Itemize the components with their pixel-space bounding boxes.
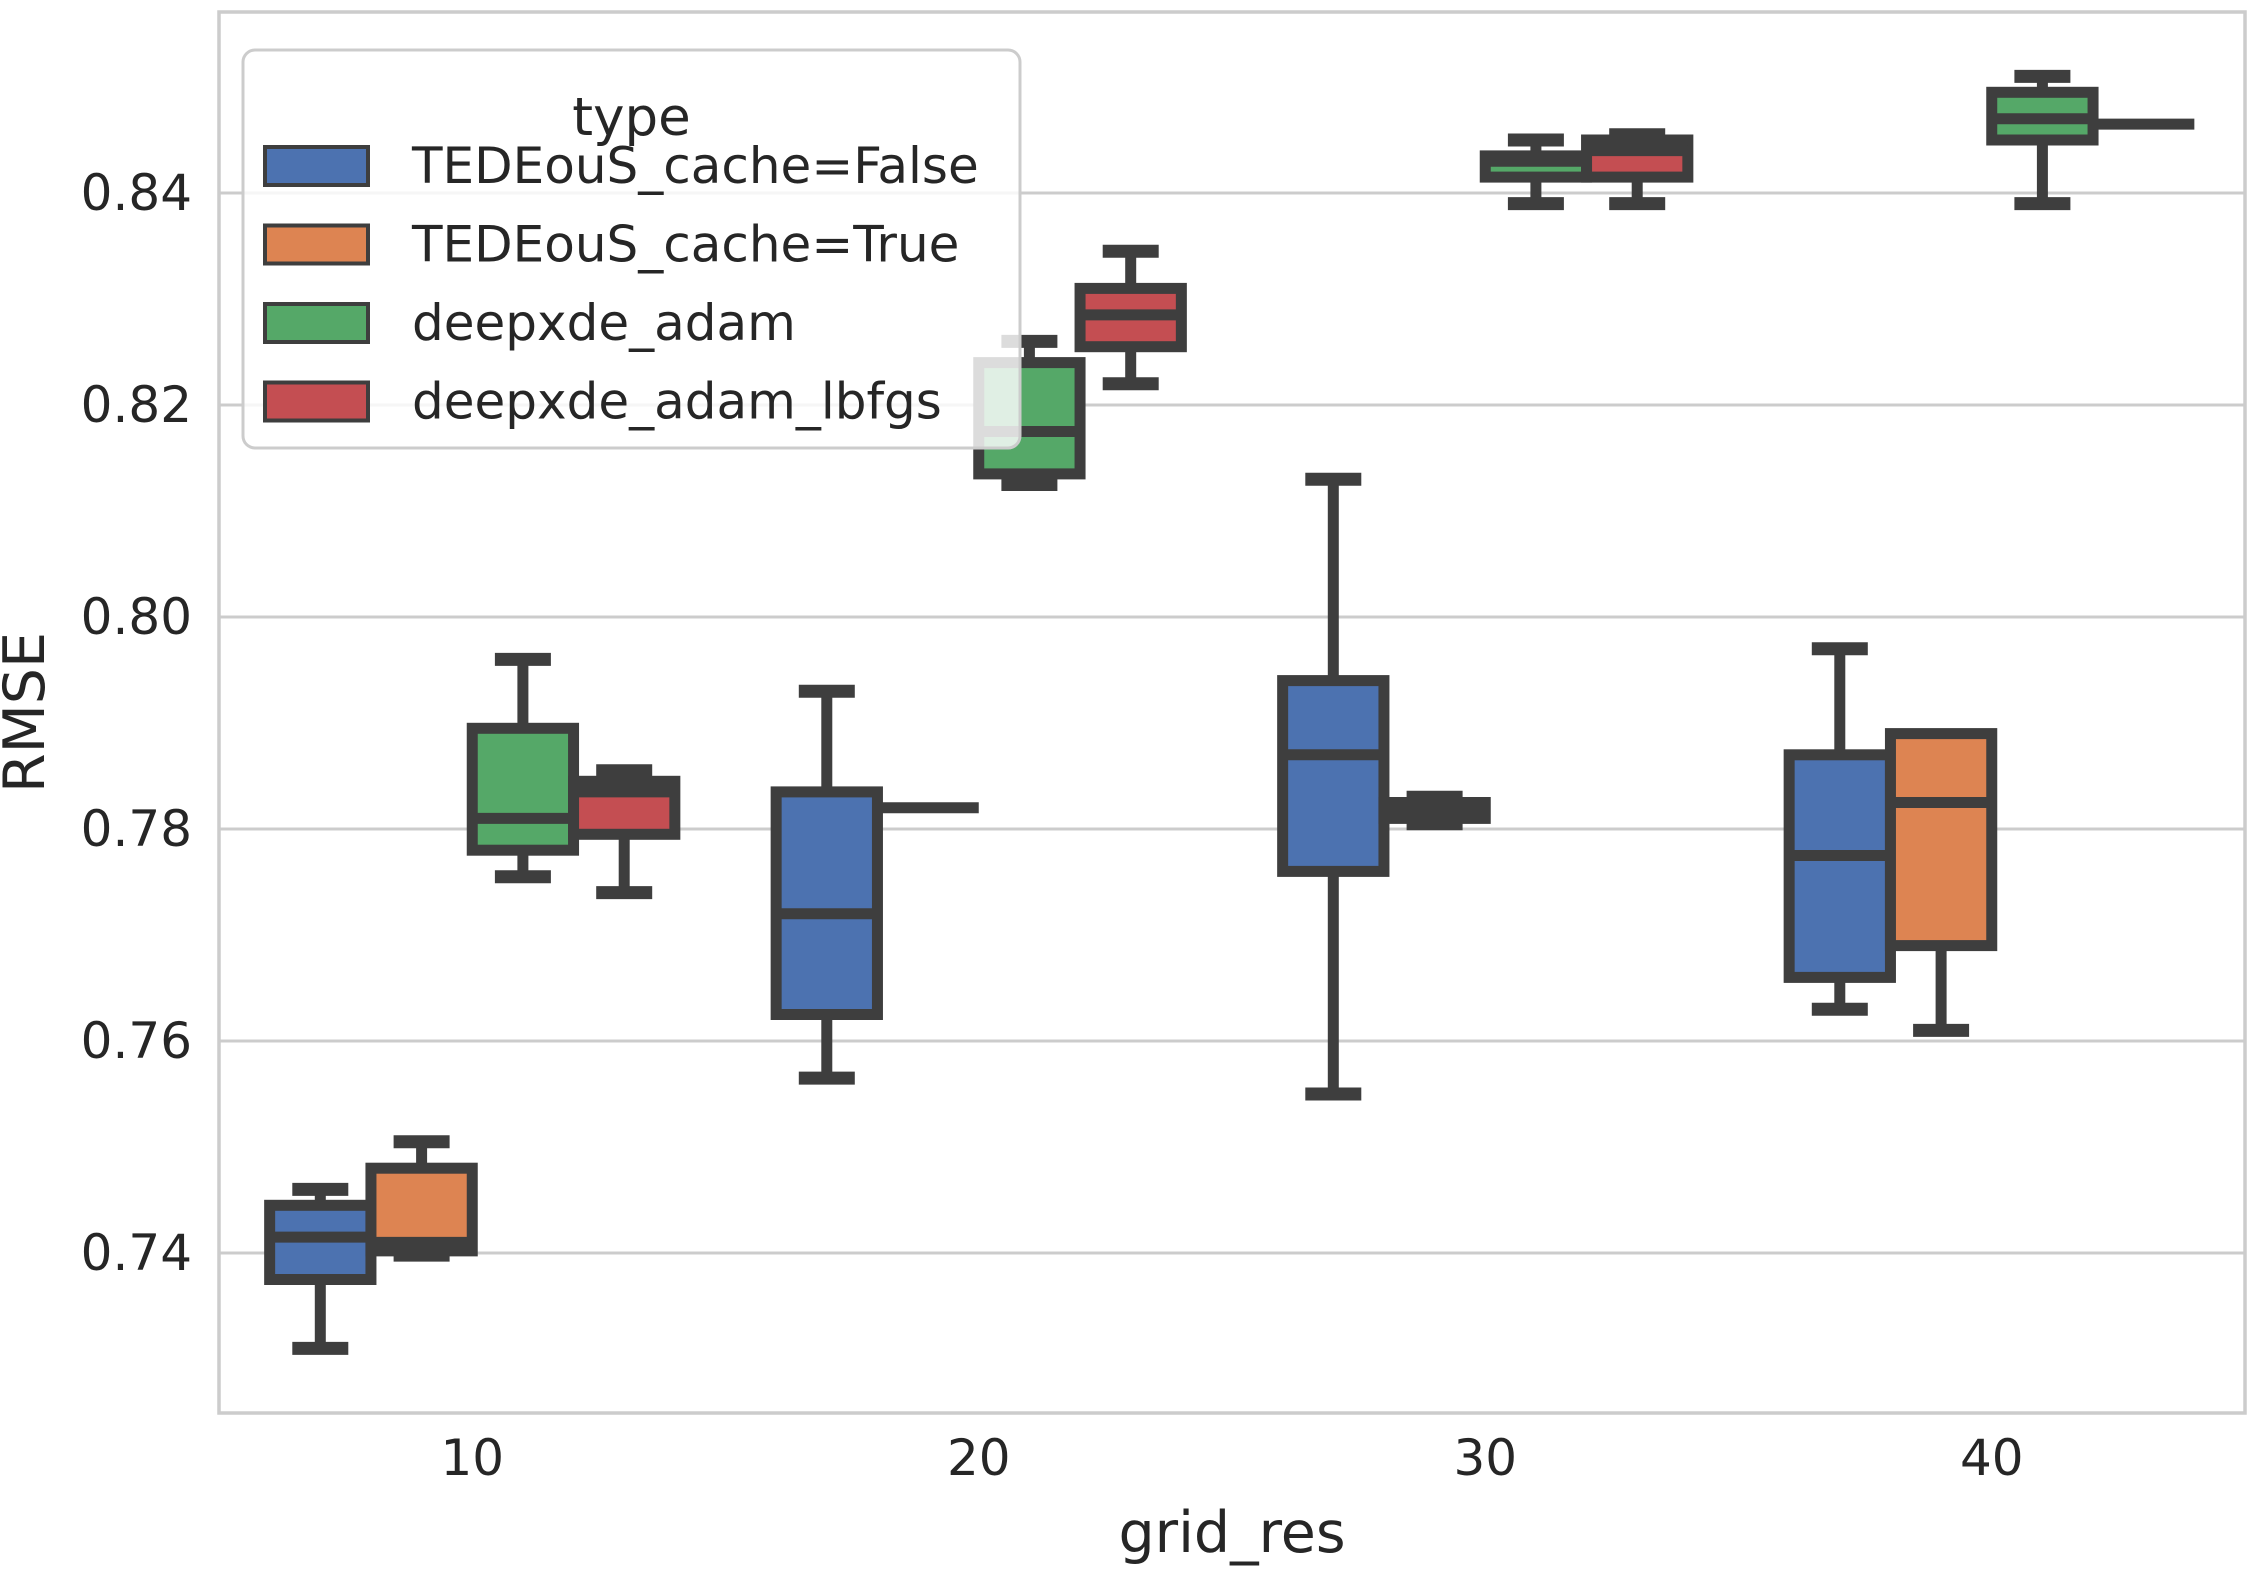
- legend-title: type: [572, 87, 690, 148]
- box-group-deepxde_adam_lbfgs-30: [1581, 128, 1694, 211]
- box: [1277, 675, 1390, 877]
- legend-label: TEDEouS_cache=False: [411, 137, 979, 195]
- x-tick-label: 30: [1453, 1429, 1517, 1487]
- box-group-TEDEouS_cache=True-10: [365, 1135, 478, 1262]
- legend-swatch-deepxde_adam_lbfgs: [263, 380, 370, 423]
- x-axis-label: grid_res: [1118, 1500, 1345, 1566]
- box: [770, 786, 883, 1021]
- box: [1884, 728, 1998, 952]
- y-tick-label: 0.78: [81, 800, 192, 858]
- y-tick-label: 0.74: [81, 1224, 192, 1282]
- legend-label: deepxde_adam_lbfgs: [412, 373, 942, 431]
- legend-box: [241, 48, 1022, 450]
- box-group-deepxde_adam_lbfgs-10: [568, 764, 681, 900]
- box: [466, 722, 580, 856]
- box-group-deepxde_adam_lbfgs-20: [1074, 244, 1187, 391]
- x-tick-label: 20: [947, 1429, 1011, 1487]
- y-tick-label: 0.84: [81, 164, 192, 222]
- box-group-TEDEouS_cache=False-30: [1277, 472, 1390, 1101]
- box-group-TEDEouS_cache=True-40: [1884, 728, 1998, 1037]
- y-axis-label: RMSE: [0, 632, 58, 793]
- legend-label: TEDEouS_cache=True: [411, 216, 959, 274]
- y-tick-label: 0.80: [81, 588, 192, 646]
- box-group-deepxde_adam-10: [466, 652, 580, 884]
- box: [1783, 749, 1896, 983]
- box-group-TEDEouS_cache=True-30: [1378, 790, 1491, 831]
- legend-label: deepxde_adam: [412, 294, 796, 352]
- box-group-deepxde_adam-40: [1986, 69, 2099, 211]
- box-group-TEDEouS_cache=False-10: [264, 1182, 377, 1355]
- box-group-TEDEouS_cache=False-40: [1783, 642, 1896, 1016]
- plot-border: [217, 10, 2247, 1415]
- y-tick-label: 0.82: [81, 376, 192, 434]
- boxes-layer: [264, 69, 2195, 1355]
- axes-layer: 0.84 0.82 0.80 0.78 0.76 0.74 10 20 30 40 grid_res…: [0, 164, 2024, 1566]
- x-tick-label: 40: [1960, 1429, 2024, 1487]
- legend-swatch-TEDEouS_cache=True: [263, 223, 370, 266]
- legend-swatch-TEDEouS_cache=False: [263, 145, 370, 187]
- legend-swatch-deepxde_adam: [263, 302, 370, 344]
- y-tick-label: 0.76: [81, 1012, 192, 1070]
- box-group-TEDEouS_cache=False-20: [770, 684, 883, 1085]
- x-tick-label: 10: [440, 1429, 504, 1487]
